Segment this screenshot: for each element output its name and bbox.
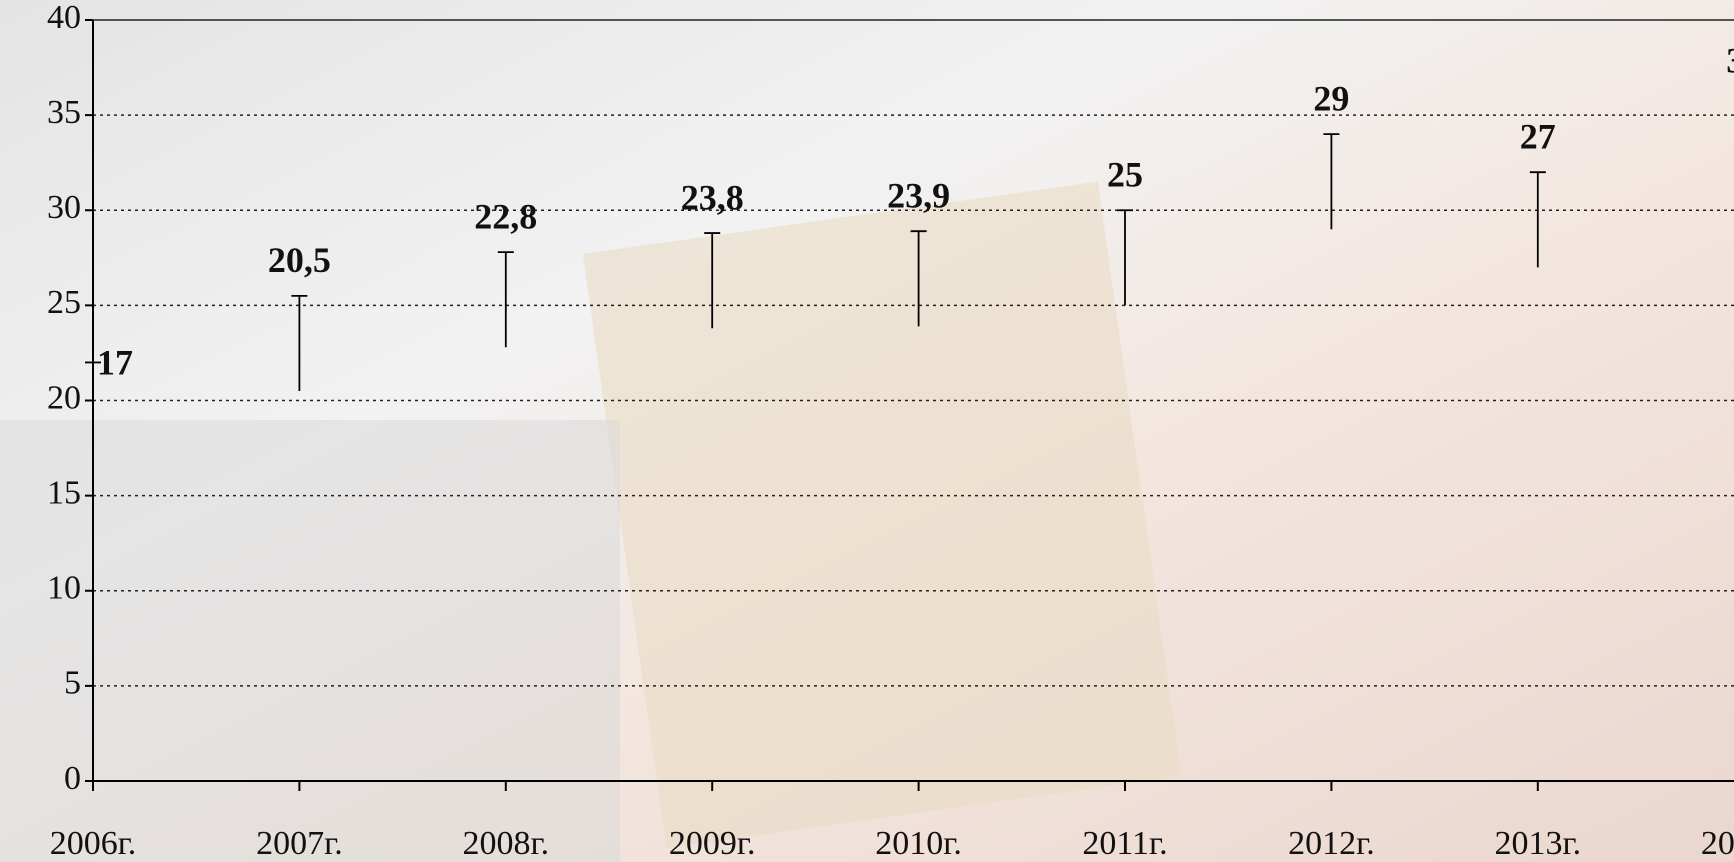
y-tick-label: 30	[47, 189, 81, 226]
value-label: 20,5	[268, 240, 331, 280]
y-tick-label: 5	[64, 665, 81, 702]
y-tick-label: 20	[47, 379, 81, 416]
y-tick-label: 25	[47, 284, 81, 321]
x-tick-label: 2010г.	[875, 825, 962, 862]
x-tick-label: 2012г.	[1288, 825, 1375, 862]
value-label: 25	[1107, 155, 1143, 195]
background-terminal	[0, 420, 620, 862]
value-label: 23,8	[681, 177, 744, 217]
value-label: 23,9	[887, 175, 950, 215]
x-tick-label: 2006г.	[50, 825, 137, 862]
value-label: 22,8	[474, 196, 537, 236]
y-tick-label: 0	[64, 760, 81, 797]
x-tick-label: 2008г.	[462, 825, 549, 862]
value-label: 29	[1313, 78, 1349, 118]
y-tick-label: 10	[47, 570, 81, 607]
x-tick-label: 2013г.	[1494, 825, 1581, 862]
value-label: 31	[1726, 40, 1734, 80]
x-tick-label: 2007г.	[256, 825, 343, 862]
y-tick-label: 35	[47, 94, 81, 131]
y-tick-label: 15	[47, 474, 81, 511]
x-tick-label: 2009г.	[669, 825, 756, 862]
x-tick-label: 2011г.	[1082, 825, 1167, 862]
y-tick-label: 40	[47, 0, 81, 36]
x-tick-label: 2014г.	[1701, 825, 1734, 862]
value-label: 27	[1520, 116, 1556, 156]
value-label: 17	[97, 343, 133, 383]
background-card	[582, 181, 1182, 849]
